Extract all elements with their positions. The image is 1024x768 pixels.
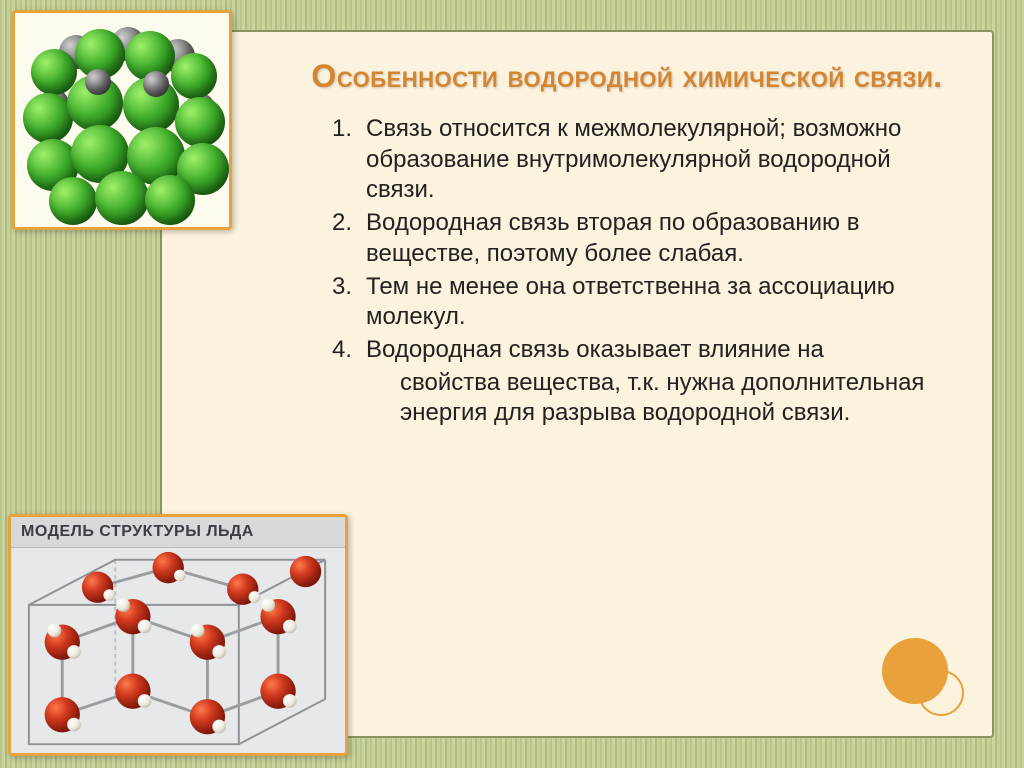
slide-title: Особенности водородной химической связи. [292,56,962,96]
numbered-list: 1. Связь относится к межмолекулярной; во… [162,114,952,366]
list-text: Связь относится к межмолекулярной; возмо… [366,114,952,206]
list-text: Водородная связь вторая по образованию в… [366,208,952,269]
decorative-ring-icon [918,670,964,716]
molecule-cluster-icon [15,13,229,227]
list-num: 1. [332,114,366,206]
molecule-cluster-figure [12,10,232,230]
list-text: Тем не менее она ответственна за ассоциа… [366,272,952,333]
list-item: 4. Водородная связь оказывает влияние на [332,335,952,366]
list-item: 1. Связь относится к межмолекулярной; во… [332,114,952,206]
list-num: 4. [332,335,366,366]
ice-lattice-icon [11,548,345,754]
list-num: 2. [332,208,366,269]
list-item: 2. Водородная связь вторая по образовани… [332,208,952,269]
list-text-continued: свойства вещества, т.к. нужна дополнител… [400,368,992,429]
list-text: Водородная связь оказывает влияние на [366,335,824,366]
list-num: 3. [332,272,366,333]
ice-structure-figure: МОДЕЛЬ СТРУКТУРЫ ЛЬДА [8,514,348,756]
list-item: 3. Тем не менее она ответственна за ассо… [332,272,952,333]
ice-figure-caption: МОДЕЛЬ СТРУКТУРЫ ЛЬДА [11,517,345,548]
